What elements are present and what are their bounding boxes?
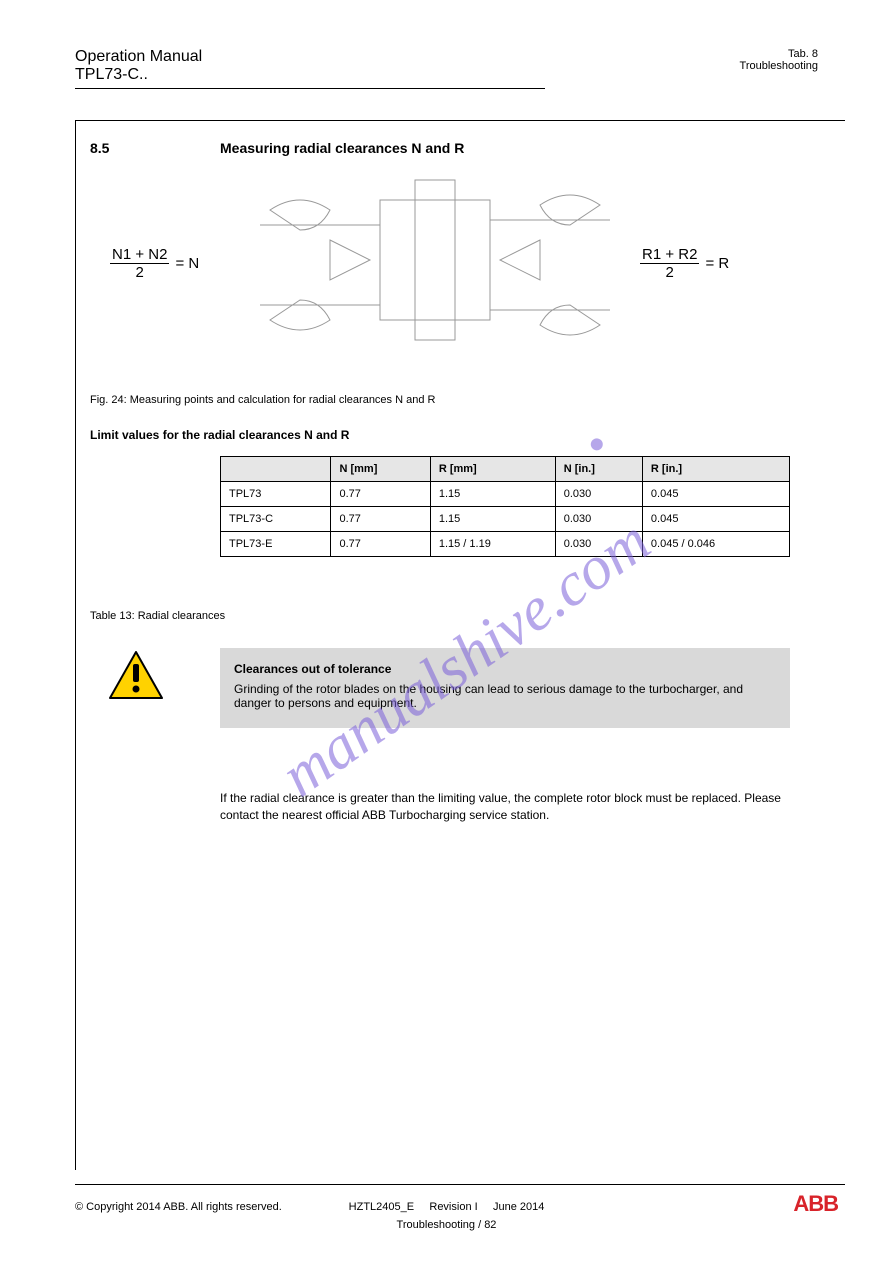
formula-left-numerator: N1 + N2 [110, 246, 169, 264]
col-header-4: R [in.] [642, 457, 789, 482]
table-caption: Limit values for the radial clearances N… [90, 428, 349, 442]
abb-logo: ABB [793, 1191, 838, 1216]
body-paragraph: If the radial clearance is greater than … [220, 790, 790, 825]
formula-right-rhs: = R [705, 255, 729, 272]
formula-left-denominator: 2 [110, 264, 169, 281]
measurement-figure [260, 170, 610, 365]
content-left-rule [75, 120, 76, 1170]
col-header-0 [221, 457, 331, 482]
header-left-line1: Operation Manual [75, 48, 818, 66]
footer-page: Troubleshooting / 82 [0, 1219, 893, 1231]
col-header-3: N [in.] [555, 457, 642, 482]
col-header-1: N [mm] [331, 457, 430, 482]
warning-body: Grinding of the rotor blades on the hous… [234, 682, 776, 710]
formula-right-numerator: R1 + R2 [640, 246, 699, 264]
footer-rule [75, 1184, 845, 1185]
warning-box: Clearances out of tolerance Grinding of … [220, 648, 790, 728]
formula-right-denominator: 2 [640, 264, 699, 281]
footer-center: HZTL2405_E Revision I June 2014 [0, 1201, 893, 1213]
formula-right: R1 + R2 2 = R [640, 246, 729, 281]
formula-left-rhs: = N [175, 255, 199, 272]
header-right-line1: Tab. 8 [740, 48, 818, 60]
warning-title: Clearances out of tolerance [234, 662, 776, 676]
table-row: TPL73 0.77 1.15 0.030 0.045 [221, 482, 790, 507]
table-row: TPL73-C 0.77 1.15 0.030 0.045 [221, 507, 790, 532]
section-title: Measuring radial clearances N and R [220, 140, 464, 156]
warning-icon [108, 650, 164, 700]
header-right-line2: Troubleshooting [740, 60, 818, 72]
footer-logo: ABB [793, 1191, 838, 1217]
content-top-rule [75, 120, 845, 121]
table-row: TPL73-E 0.77 1.15 / 1.19 0.030 0.045 / 0… [221, 532, 790, 557]
clearance-table: N [mm] R [mm] N [in.] R [in.] TPL73 0.77… [220, 456, 790, 557]
table-label: Table 13: Radial clearances [90, 610, 225, 622]
section-number: 8.5 [90, 140, 109, 156]
header-left-line2: TPL73-C.. [75, 66, 818, 84]
figure-label: Fig. 24: Measuring points and calculatio… [90, 394, 435, 406]
formula-left: N1 + N2 2 = N [110, 246, 199, 281]
col-header-2: R [mm] [430, 457, 555, 482]
header-rule [75, 88, 545, 89]
